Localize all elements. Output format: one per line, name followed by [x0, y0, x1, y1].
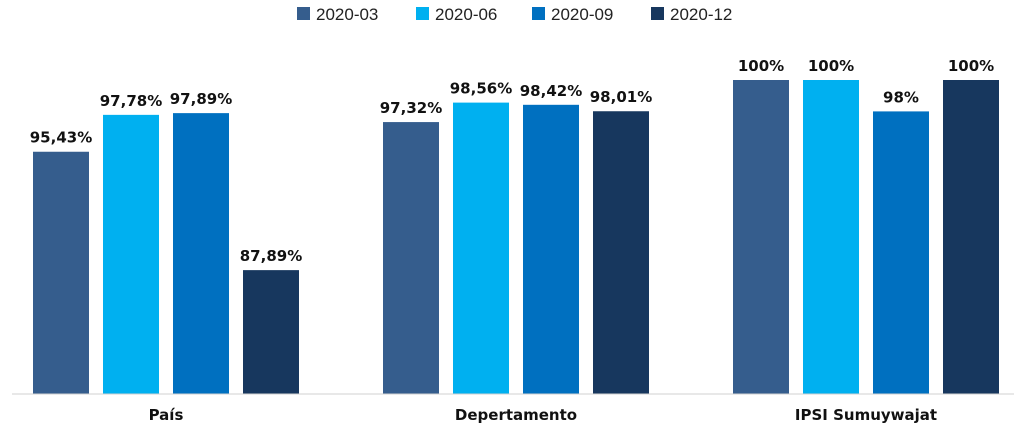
data-label: 95,43% [30, 129, 92, 147]
bar-2020-03-2 [733, 80, 789, 394]
data-label: 98% [883, 88, 919, 106]
category-label: País [149, 406, 184, 424]
data-label: 100% [948, 57, 994, 75]
legend-label: 2020-09 [551, 5, 613, 24]
data-label: 98,56% [450, 80, 512, 98]
bar-2020-03-0 [33, 151, 89, 394]
legend-label: 2020-03 [316, 5, 378, 24]
data-label: 98,42% [520, 82, 582, 100]
data-label: 100% [738, 57, 784, 75]
bar-series-group [33, 80, 999, 395]
legend-label: 2020-12 [670, 5, 732, 24]
chart-legend: 2020-03 2020-06 2020-09 2020-12 [297, 5, 732, 24]
bar-2020-03-1 [383, 122, 439, 395]
bar-2020-12-1 [593, 111, 649, 395]
bar-2020-09-0 [173, 113, 229, 394]
category-label-group: País Depertamento IPSI Sumuywajat [149, 406, 937, 424]
legend-swatch [532, 7, 545, 20]
bar-2020-12-2 [943, 80, 999, 394]
legend-swatch [297, 7, 310, 20]
bar-2020-06-2 [803, 80, 859, 394]
data-label: 98,01% [590, 88, 652, 106]
category-label: Depertamento [455, 406, 577, 424]
data-label: 97,89% [170, 90, 232, 108]
legend-swatch [416, 7, 429, 20]
data-label: 97,78% [100, 92, 162, 110]
data-label: 87,89% [240, 247, 302, 265]
bar-2020-06-1 [453, 102, 509, 394]
bar-2020-09-2 [873, 111, 929, 395]
bar-2020-06-0 [103, 114, 159, 394]
data-label: 100% [808, 57, 854, 75]
bar-2020-12-0 [243, 270, 299, 394]
data-label-group: 95,43% 97,32% 100% 97,78% 98,56% 100% 97,89% 98… [30, 57, 994, 265]
category-label: IPSI Sumuywajat [795, 406, 937, 424]
legend-swatch [651, 7, 664, 20]
legend-label: 2020-06 [435, 5, 497, 24]
bar-2020-09-1 [523, 104, 579, 394]
data-label: 97,32% [380, 99, 442, 117]
